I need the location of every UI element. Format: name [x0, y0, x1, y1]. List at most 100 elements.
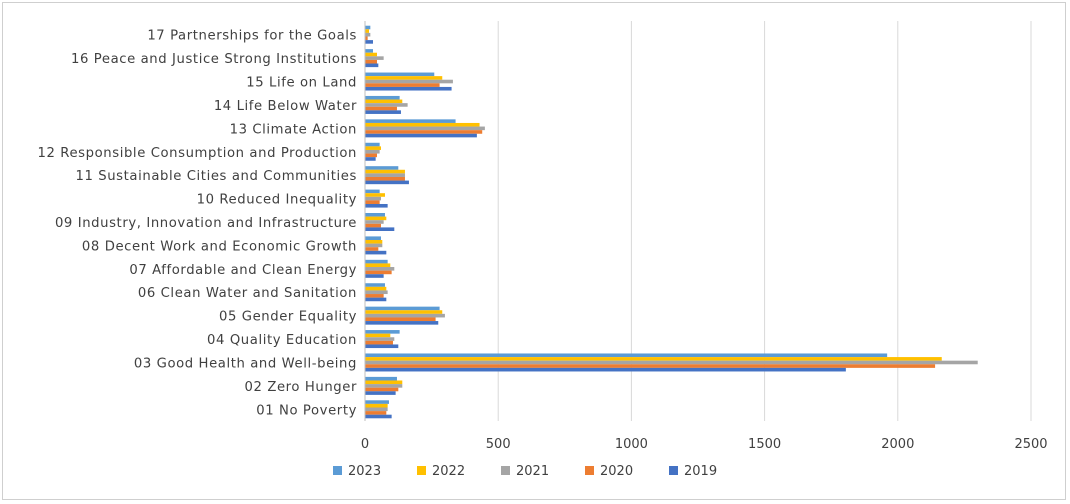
bar-2022-10	[365, 263, 391, 268]
bar-2023-6	[365, 166, 399, 170]
bar-2021-7	[365, 196, 381, 201]
bar-2023-11	[365, 283, 385, 287]
bar-2023-1	[365, 49, 373, 53]
legend-label-2021: 2021	[516, 464, 549, 479]
bar-2022-1	[365, 52, 377, 57]
bar-2022-2	[365, 76, 443, 80]
bar-2020-4	[365, 130, 483, 134]
bar-2020-15	[365, 387, 399, 392]
bar-2019-10	[365, 274, 384, 278]
bar-2020-10	[365, 270, 392, 275]
bar-2021-15	[365, 384, 403, 388]
bar-2019-4	[365, 133, 477, 138]
bar-2020-2	[365, 83, 440, 87]
bar-2021-2	[365, 79, 453, 84]
bar-2021-14	[365, 360, 978, 365]
x-tick-label: 2500	[1014, 437, 1047, 452]
bar-2020-7	[365, 200, 380, 204]
bar-2020-9	[365, 247, 379, 251]
bar-2021-9	[365, 243, 383, 248]
category-label: 03 Good Health and Well-being	[134, 356, 357, 371]
bar-2020-3	[365, 106, 397, 111]
bar-2023-2	[365, 72, 435, 77]
category-label: 16 Peace and Justice Strong Institutions	[71, 52, 357, 67]
bar-2019-13	[365, 344, 399, 349]
bar-2023-12	[365, 306, 440, 311]
legend-swatch-2019	[669, 466, 678, 475]
legend-label-2022: 2022	[432, 464, 465, 479]
category-label: 09 Industry, Innovation and Infrastructu…	[55, 216, 357, 231]
bar-2020-16	[365, 411, 387, 415]
bar-2021-13	[365, 337, 395, 341]
category-labels: 17 Partnerships for the Goals 16 Peace an…	[38, 29, 358, 419]
bar-2019-16	[365, 414, 392, 419]
bar-2020-1	[365, 59, 377, 64]
category-label: 14 Life Below Water	[214, 99, 357, 114]
legend: 2023 2022 2021 2020 2019	[333, 464, 717, 479]
x-tick-label: 2000	[881, 437, 914, 452]
category-label: 17 Partnerships for the Goals	[147, 29, 357, 44]
bar-2020-13	[365, 340, 393, 345]
x-tick-label: 500	[486, 437, 511, 452]
legend-swatch-2020	[585, 466, 594, 475]
category-label: 13 Climate Action	[230, 122, 357, 137]
bar-2022-14	[365, 357, 942, 361]
bar-2023-8	[365, 213, 385, 217]
bar-2019-8	[365, 227, 395, 231]
bar-2019-6	[365, 180, 409, 185]
bar-2022-12	[365, 310, 443, 314]
bar-2023-14	[365, 353, 888, 358]
bar-2019-12	[365, 321, 439, 325]
bar-2023-10	[365, 259, 388, 264]
bar-2021-6	[365, 173, 405, 177]
x-tick-label: 0	[361, 437, 369, 452]
bar-2023-15	[365, 376, 397, 381]
bar-2021-8	[365, 220, 384, 224]
category-label: 11 Sustainable Cities and Communities	[75, 169, 357, 184]
bar-2020-11	[365, 294, 384, 298]
category-label: 04 Quality Education	[207, 333, 357, 348]
bar-2021-10	[365, 267, 395, 271]
x-tick-label: 1000	[615, 437, 648, 452]
bar-2019-15	[365, 391, 396, 395]
category-label: 15 Life on Land	[246, 76, 357, 91]
bar-2022-0	[365, 29, 369, 33]
bar-2023-0	[365, 25, 371, 30]
bar-2019-7	[365, 203, 388, 208]
bar-2021-5	[365, 149, 380, 154]
category-label: 12 Responsible Consumption and Productio…	[38, 146, 358, 161]
bar-2019-11	[365, 297, 387, 302]
bar-2019-0	[365, 40, 373, 44]
bar-2021-11	[365, 290, 388, 295]
bar-2019-2	[365, 86, 452, 91]
bar-2023-5	[365, 142, 380, 147]
bar-2022-5	[365, 146, 381, 150]
bar-2021-16	[365, 407, 388, 412]
category-label: 10 Reduced Inequality	[197, 193, 357, 208]
bar-2020-6	[365, 176, 405, 181]
bar-2019-9	[365, 250, 387, 255]
bar-2020-14	[365, 364, 936, 368]
category-label: 06 Clean Water and Sanitation	[138, 286, 357, 301]
bar-chart: 17 Partnerships for the Goals 16 Peace an…	[38, 21, 1048, 479]
bar-2019-5	[365, 157, 376, 161]
bar-2022-7	[365, 193, 385, 197]
x-tick-labels: 0 500 1000 1500 2000 2500	[361, 437, 1048, 452]
bar-2022-4	[365, 122, 480, 127]
bars	[365, 25, 978, 419]
bar-2023-7	[365, 189, 380, 194]
bar-2021-12	[365, 313, 445, 318]
legend-label-2023: 2023	[348, 464, 381, 479]
bar-2023-13	[365, 330, 400, 334]
legend-label-2019: 2019	[684, 464, 717, 479]
bar-2021-1	[365, 56, 384, 60]
x-tick-label: 1500	[748, 437, 781, 452]
bar-2021-4	[365, 126, 485, 131]
bar-2022-13	[365, 333, 391, 338]
bar-2022-9	[365, 240, 383, 244]
category-label: 07 Affordable and Clean Energy	[129, 263, 357, 278]
bar-2023-16	[365, 400, 389, 404]
legend-swatch-2022	[417, 466, 426, 475]
bar-2020-5	[365, 153, 377, 158]
